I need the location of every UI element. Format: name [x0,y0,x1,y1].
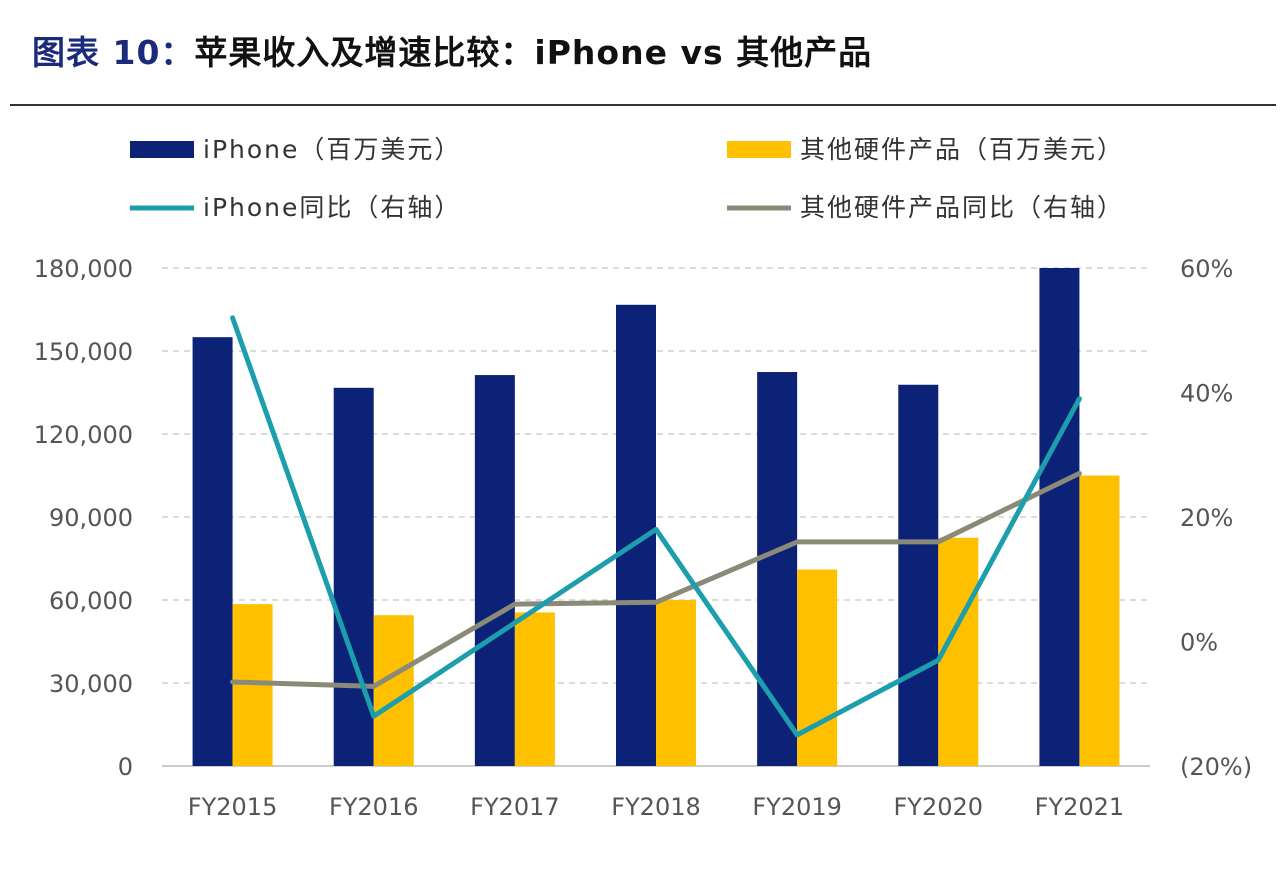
chart-title-prefix: 图表 10： [32,33,195,72]
y-right-tick-label: 20% [1180,504,1233,532]
y-left-tick-label: 150,000 [34,338,133,366]
legend-swatch-iphone [130,141,194,158]
y-right-tick-label: 40% [1180,380,1233,408]
y-right-tick-label: (20%) [1180,753,1252,781]
legend: iPhone（百万美元） 其他硬件产品（百万美元） iPhone同比（右轴） 其… [130,135,1124,222]
bar-other [373,615,414,766]
line-series [230,315,1082,738]
line-other-yoy [230,470,1082,689]
line-iphone-yoy [230,315,1082,738]
y-left-tick-label: 90,000 [49,504,133,532]
bar-iphone [333,387,374,766]
bar-series [192,268,1120,766]
bar-iphone [474,375,515,766]
legend-label-iphone-yoy: iPhone同比（右轴） [203,193,461,222]
x-tick-label: FY2020 [894,793,984,821]
x-tick-label: FY2016 [329,793,419,821]
bar-other [514,612,555,766]
x-tick-label: FY2018 [611,793,701,821]
legend-label-iphone: iPhone（百万美元） [203,135,461,164]
bar-other [797,569,838,766]
y-left-tick-label: 30,000 [49,670,133,698]
x-tick-label: FY2019 [752,793,842,821]
legend-swatch-other [727,141,791,158]
legend-label-other: 其他硬件产品（百万美元） [800,135,1124,164]
chart-title-text: 苹果收入及增速比较：iPhone vs 其他产品 [194,33,873,72]
bar-iphone [192,337,233,766]
bar-other [1079,475,1120,766]
y-right-tick-label: 60% [1180,255,1233,283]
bar-other [656,600,696,766]
bar-iphone [1039,268,1080,766]
x-tick-label: FY2017 [470,793,560,821]
y-left-tick-label: 60,000 [49,587,133,615]
bar-iphone [898,384,939,766]
x-tick-label: FY2015 [188,793,278,821]
y-left-tick-label: 120,000 [34,421,133,449]
y-right-tick-label: 0% [1180,629,1218,657]
title-rule [10,104,1276,106]
legend-label-other-yoy: 其他硬件产品同比（右轴） [800,193,1124,222]
y-left-tick-label: 180,000 [34,255,133,283]
y-left-tick-label: 0 [118,753,133,781]
axis-ticks: 0 30,000 60,000 90,000 120,000 150,000 180,000… [34,255,1252,821]
chart-title: 图表 10：苹果收入及增速比较：iPhone vs 其他产品 [32,26,872,74]
bar-iphone [757,372,798,766]
x-tick-label: FY2021 [1035,793,1125,821]
